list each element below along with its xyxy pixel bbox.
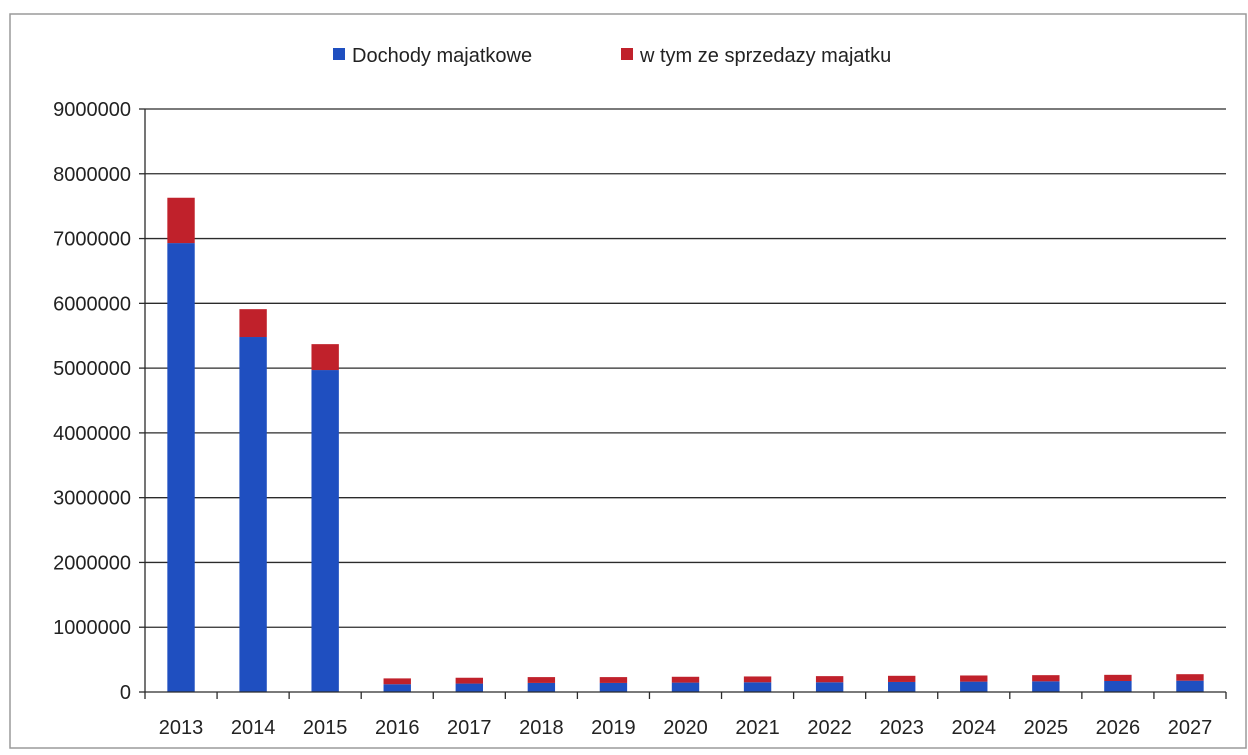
bar-dochody-majatkowe xyxy=(671,682,700,692)
bar-ze-sprzedazy-majatku xyxy=(167,197,195,244)
bar-ze-sprzedazy-majatku xyxy=(888,675,916,682)
x-tick-label: 2017 xyxy=(447,717,492,739)
bar-dochody-majatkowe xyxy=(888,681,916,692)
bar-dochody-majatkowe xyxy=(527,682,556,692)
bar-ze-sprzedazy-majatku xyxy=(1032,675,1060,682)
bar-ze-sprzedazy-majatku xyxy=(1176,674,1204,681)
x-tick-label: 2021 xyxy=(735,717,780,739)
bar-dochody-majatkowe xyxy=(599,682,628,692)
bars xyxy=(167,197,1204,692)
legend-label-series-1: Dochody majatkowe xyxy=(352,45,532,67)
bar-ze-sprzedazy-majatku xyxy=(311,344,339,371)
x-tick-label: 2027 xyxy=(1168,717,1213,739)
y-axis: 0 1000000 2000000 3000000 4000000 5000000 6000… xyxy=(53,99,146,704)
bar-ze-sprzedazy-majatku xyxy=(599,677,628,683)
x-tick-label: 2015 xyxy=(303,717,348,739)
bar-ze-sprzedazy-majatku xyxy=(671,676,700,683)
y-tick-label: 0 xyxy=(120,682,131,704)
bar-dochody-majatkowe xyxy=(960,681,988,692)
y-tick-label: 9000000 xyxy=(53,99,131,121)
y-tick-label: 3000000 xyxy=(53,488,131,510)
x-tick-label: 2013 xyxy=(159,717,204,739)
bar-dochody-majatkowe xyxy=(1104,680,1132,692)
bar-dochody-majatkowe xyxy=(383,684,411,692)
bar-dochody-majatkowe xyxy=(455,683,483,692)
y-tick-label: 4000000 xyxy=(53,423,131,445)
x-tick-label: 2018 xyxy=(519,717,564,739)
bar-dochody-majatkowe xyxy=(1032,681,1060,692)
bar-ze-sprzedazy-majatku xyxy=(455,677,483,684)
x-tick-label: 2020 xyxy=(663,717,708,739)
x-tick-label: 2014 xyxy=(231,717,276,739)
legend: Dochody majatkowe w tym ze sprzedazy maj… xyxy=(333,45,891,67)
bar-ze-sprzedazy-majatku xyxy=(743,676,772,683)
x-tick-label: 2025 xyxy=(1024,717,1069,739)
bar-dochody-majatkowe xyxy=(815,682,844,692)
bar-dochody-majatkowe xyxy=(743,682,772,692)
bar-ze-sprzedazy-majatku xyxy=(239,309,267,338)
bar-ze-sprzedazy-majatku xyxy=(383,678,411,685)
x-axis: 2013 2014 2015 2016 2017 2018 2019 2020 2021 2022… xyxy=(144,691,1227,739)
x-tick-label: 2022 xyxy=(807,717,852,739)
y-tick-label: 1000000 xyxy=(53,617,131,639)
y-tick-label: 5000000 xyxy=(53,358,131,380)
y-tick-label: 7000000 xyxy=(53,229,131,251)
x-tick-label: 2023 xyxy=(879,717,924,739)
x-tick-label: 2026 xyxy=(1096,717,1141,739)
bar-ze-sprzedazy-majatku xyxy=(960,675,988,682)
legend-label-series-2: w tym ze sprzedazy majatku xyxy=(639,45,891,67)
x-tick-label: 2019 xyxy=(591,717,636,739)
y-tick-label: 6000000 xyxy=(53,293,131,315)
x-tick-label: 2016 xyxy=(375,717,420,739)
x-tick-label: 2024 xyxy=(952,717,997,739)
bar-dochody-majatkowe xyxy=(239,337,267,692)
legend-swatch-series-1 xyxy=(333,48,345,60)
bar-ze-sprzedazy-majatku xyxy=(527,677,556,683)
bar-dochody-majatkowe xyxy=(1176,680,1204,692)
bar-ze-sprzedazy-majatku xyxy=(1104,674,1132,681)
bar-dochody-majatkowe xyxy=(167,243,195,692)
bar-dochody-majatkowe xyxy=(311,370,339,692)
y-tick-label: 2000000 xyxy=(53,552,131,574)
legend-swatch-series-2 xyxy=(621,48,633,60)
bar-ze-sprzedazy-majatku xyxy=(815,676,844,683)
y-tick-label: 8000000 xyxy=(53,164,131,186)
chart-frame-border xyxy=(9,13,1247,749)
